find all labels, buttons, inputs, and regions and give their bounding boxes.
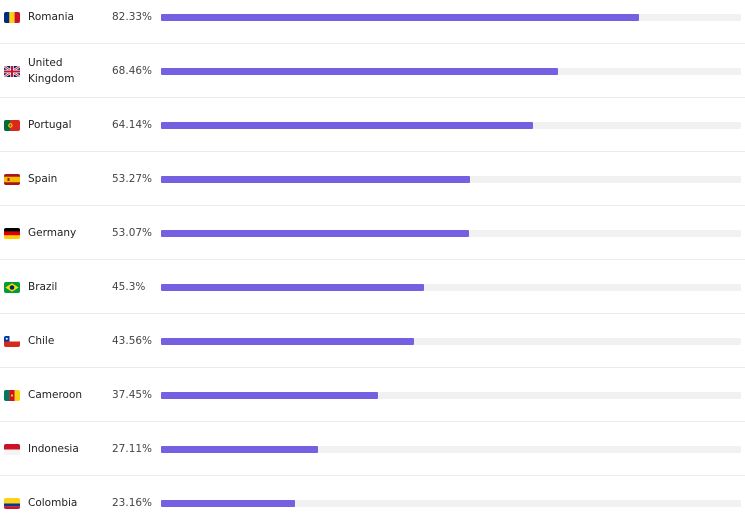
- list-item: Cameroon 37.45%: [0, 368, 745, 422]
- progress-fill: [161, 122, 533, 129]
- list-item: United Kingdom 68.46%: [0, 44, 745, 98]
- progress-fill: [161, 176, 470, 183]
- list-item: Spain 53.27%: [0, 152, 745, 206]
- progress-track: [161, 68, 741, 75]
- percent-label: 27.11%: [112, 443, 153, 455]
- progress-fill: [161, 284, 424, 291]
- list-item: Brazil 45.3%: [0, 260, 745, 314]
- country-name: Romania: [28, 11, 74, 23]
- percent-label: 45.3%: [112, 281, 146, 293]
- progress-track: [161, 500, 741, 507]
- country-name: Cameroon: [28, 389, 83, 401]
- progress-fill: [161, 446, 319, 453]
- united-kingdom-flag-icon: [4, 66, 20, 77]
- progress-track: [161, 176, 741, 183]
- progress-fill: [161, 392, 379, 399]
- percent-label: 82.33%: [112, 11, 153, 23]
- list-item: Romania 82.33%: [0, 0, 745, 44]
- indonesia-flag-icon: [4, 444, 20, 455]
- country-name: Germany: [28, 227, 77, 239]
- country-name: United Kingdom: [28, 57, 75, 85]
- list-item: Colombia 23.16%: [0, 476, 745, 530]
- progress-fill: [161, 338, 414, 345]
- country-name: Brazil: [28, 281, 58, 293]
- cameroon-flag-icon: [4, 390, 20, 401]
- country-name: Spain: [28, 173, 58, 185]
- romania-flag-icon: [4, 12, 20, 23]
- list-item: Germany 53.07%: [0, 206, 745, 260]
- country-name: Chile: [28, 335, 55, 347]
- percent-label: 37.45%: [112, 389, 153, 401]
- portugal-flag-icon: [4, 120, 20, 131]
- progress-track: [161, 446, 741, 453]
- progress-track: [161, 284, 741, 291]
- progress-fill: [161, 68, 559, 75]
- list-item: Chile 43.56%: [0, 314, 745, 368]
- percent-label: 53.27%: [112, 173, 153, 185]
- percent-label: 23.16%: [112, 497, 153, 509]
- list-item: Portugal 64.14%: [0, 98, 745, 152]
- country-name: Portugal: [28, 119, 72, 131]
- brazil-flag-icon: [4, 282, 20, 293]
- list-item: Indonesia 27.11%: [0, 422, 745, 476]
- percent-label: 53.07%: [112, 227, 153, 239]
- progress-track: [161, 392, 741, 399]
- percent-label: 64.14%: [112, 119, 153, 131]
- progress-track: [161, 14, 741, 21]
- chile-flag-icon: [4, 336, 20, 347]
- progress-track: [161, 230, 741, 237]
- spain-flag-icon: [4, 174, 20, 185]
- progress-fill: [161, 500, 296, 507]
- colombia-flag-icon: [4, 498, 20, 509]
- progress-fill: [161, 230, 469, 237]
- progress-track: [161, 338, 741, 345]
- country-name: Colombia: [28, 497, 78, 509]
- percent-label: 43.56%: [112, 335, 153, 347]
- progress-track: [161, 122, 741, 129]
- germany-flag-icon: [4, 228, 20, 239]
- percent-label: 68.46%: [112, 65, 153, 77]
- country-name: Indonesia: [28, 443, 79, 455]
- progress-fill: [161, 14, 639, 21]
